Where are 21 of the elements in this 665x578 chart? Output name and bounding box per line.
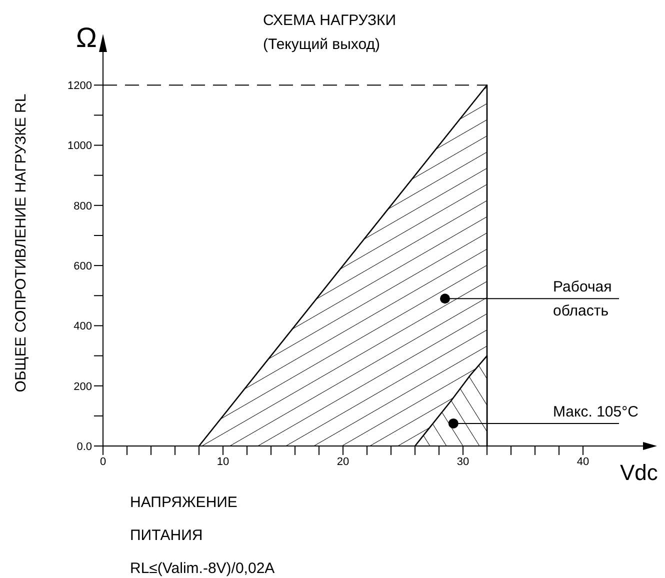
text: Ω [76,22,97,54]
chart-title: СХЕМА НАГРУЗКИ [263,12,396,29]
x-axis-title: Vdc [620,460,658,486]
y-axis-title: ОБЩЕЕ СОПРОТИВЛЕНИЕ НАГРУЗКЕ RL [12,94,30,392]
x-tick-label: 10 [216,456,230,468]
y-tick-label: 600 [74,260,92,272]
annotation: Макс. 105°C [553,403,639,420]
y-tick-label: 1000 [68,140,92,152]
y-tick-label: 200 [74,380,92,393]
x-tick-label: 30 [456,456,470,468]
text: RL≤(Valim.-8V)/0,02A [130,559,276,578]
annotation: Рабочая область [553,278,612,320]
text: НАПРЯЖЕНИЕ ПИТАНИЯ [130,493,238,546]
x-tick-label: 0 [100,456,106,468]
x-tick-label: 20 [336,456,350,468]
y-tick-label: 800 [74,200,92,212]
y-tick-label: 0.0 [76,440,92,453]
chart-subtitle: (Текущий выход) [263,36,380,53]
y-tick-label: 1200 [68,80,92,92]
y-tick-label: 400 [74,320,92,333]
x-tick-label: 40 [576,456,590,468]
